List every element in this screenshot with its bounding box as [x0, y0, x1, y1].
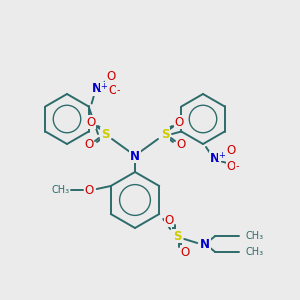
- Text: CH₃: CH₃: [245, 247, 263, 257]
- Text: O: O: [84, 137, 94, 151]
- Text: S: S: [173, 230, 182, 242]
- Text: O: O: [174, 116, 184, 128]
- Text: N: N: [92, 82, 102, 95]
- Text: O: O: [165, 214, 174, 226]
- Text: O: O: [226, 160, 236, 172]
- Text: O: O: [106, 70, 115, 83]
- Text: O: O: [176, 137, 186, 151]
- Text: N: N: [200, 238, 210, 250]
- Text: O: O: [108, 84, 117, 97]
- Text: -: -: [235, 161, 239, 171]
- Text: +: +: [100, 82, 107, 91]
- Text: N: N: [130, 149, 140, 163]
- Text: CH₃: CH₃: [52, 185, 70, 195]
- Text: S: S: [161, 128, 169, 140]
- Text: N: N: [210, 152, 220, 164]
- Text: -: -: [117, 85, 120, 95]
- Text: S: S: [101, 128, 109, 140]
- Text: O: O: [86, 116, 96, 128]
- Text: CH₃: CH₃: [245, 231, 263, 241]
- Text: +: +: [219, 152, 225, 160]
- Text: O: O: [84, 184, 93, 196]
- Text: O: O: [181, 245, 190, 259]
- Text: O: O: [226, 143, 236, 157]
